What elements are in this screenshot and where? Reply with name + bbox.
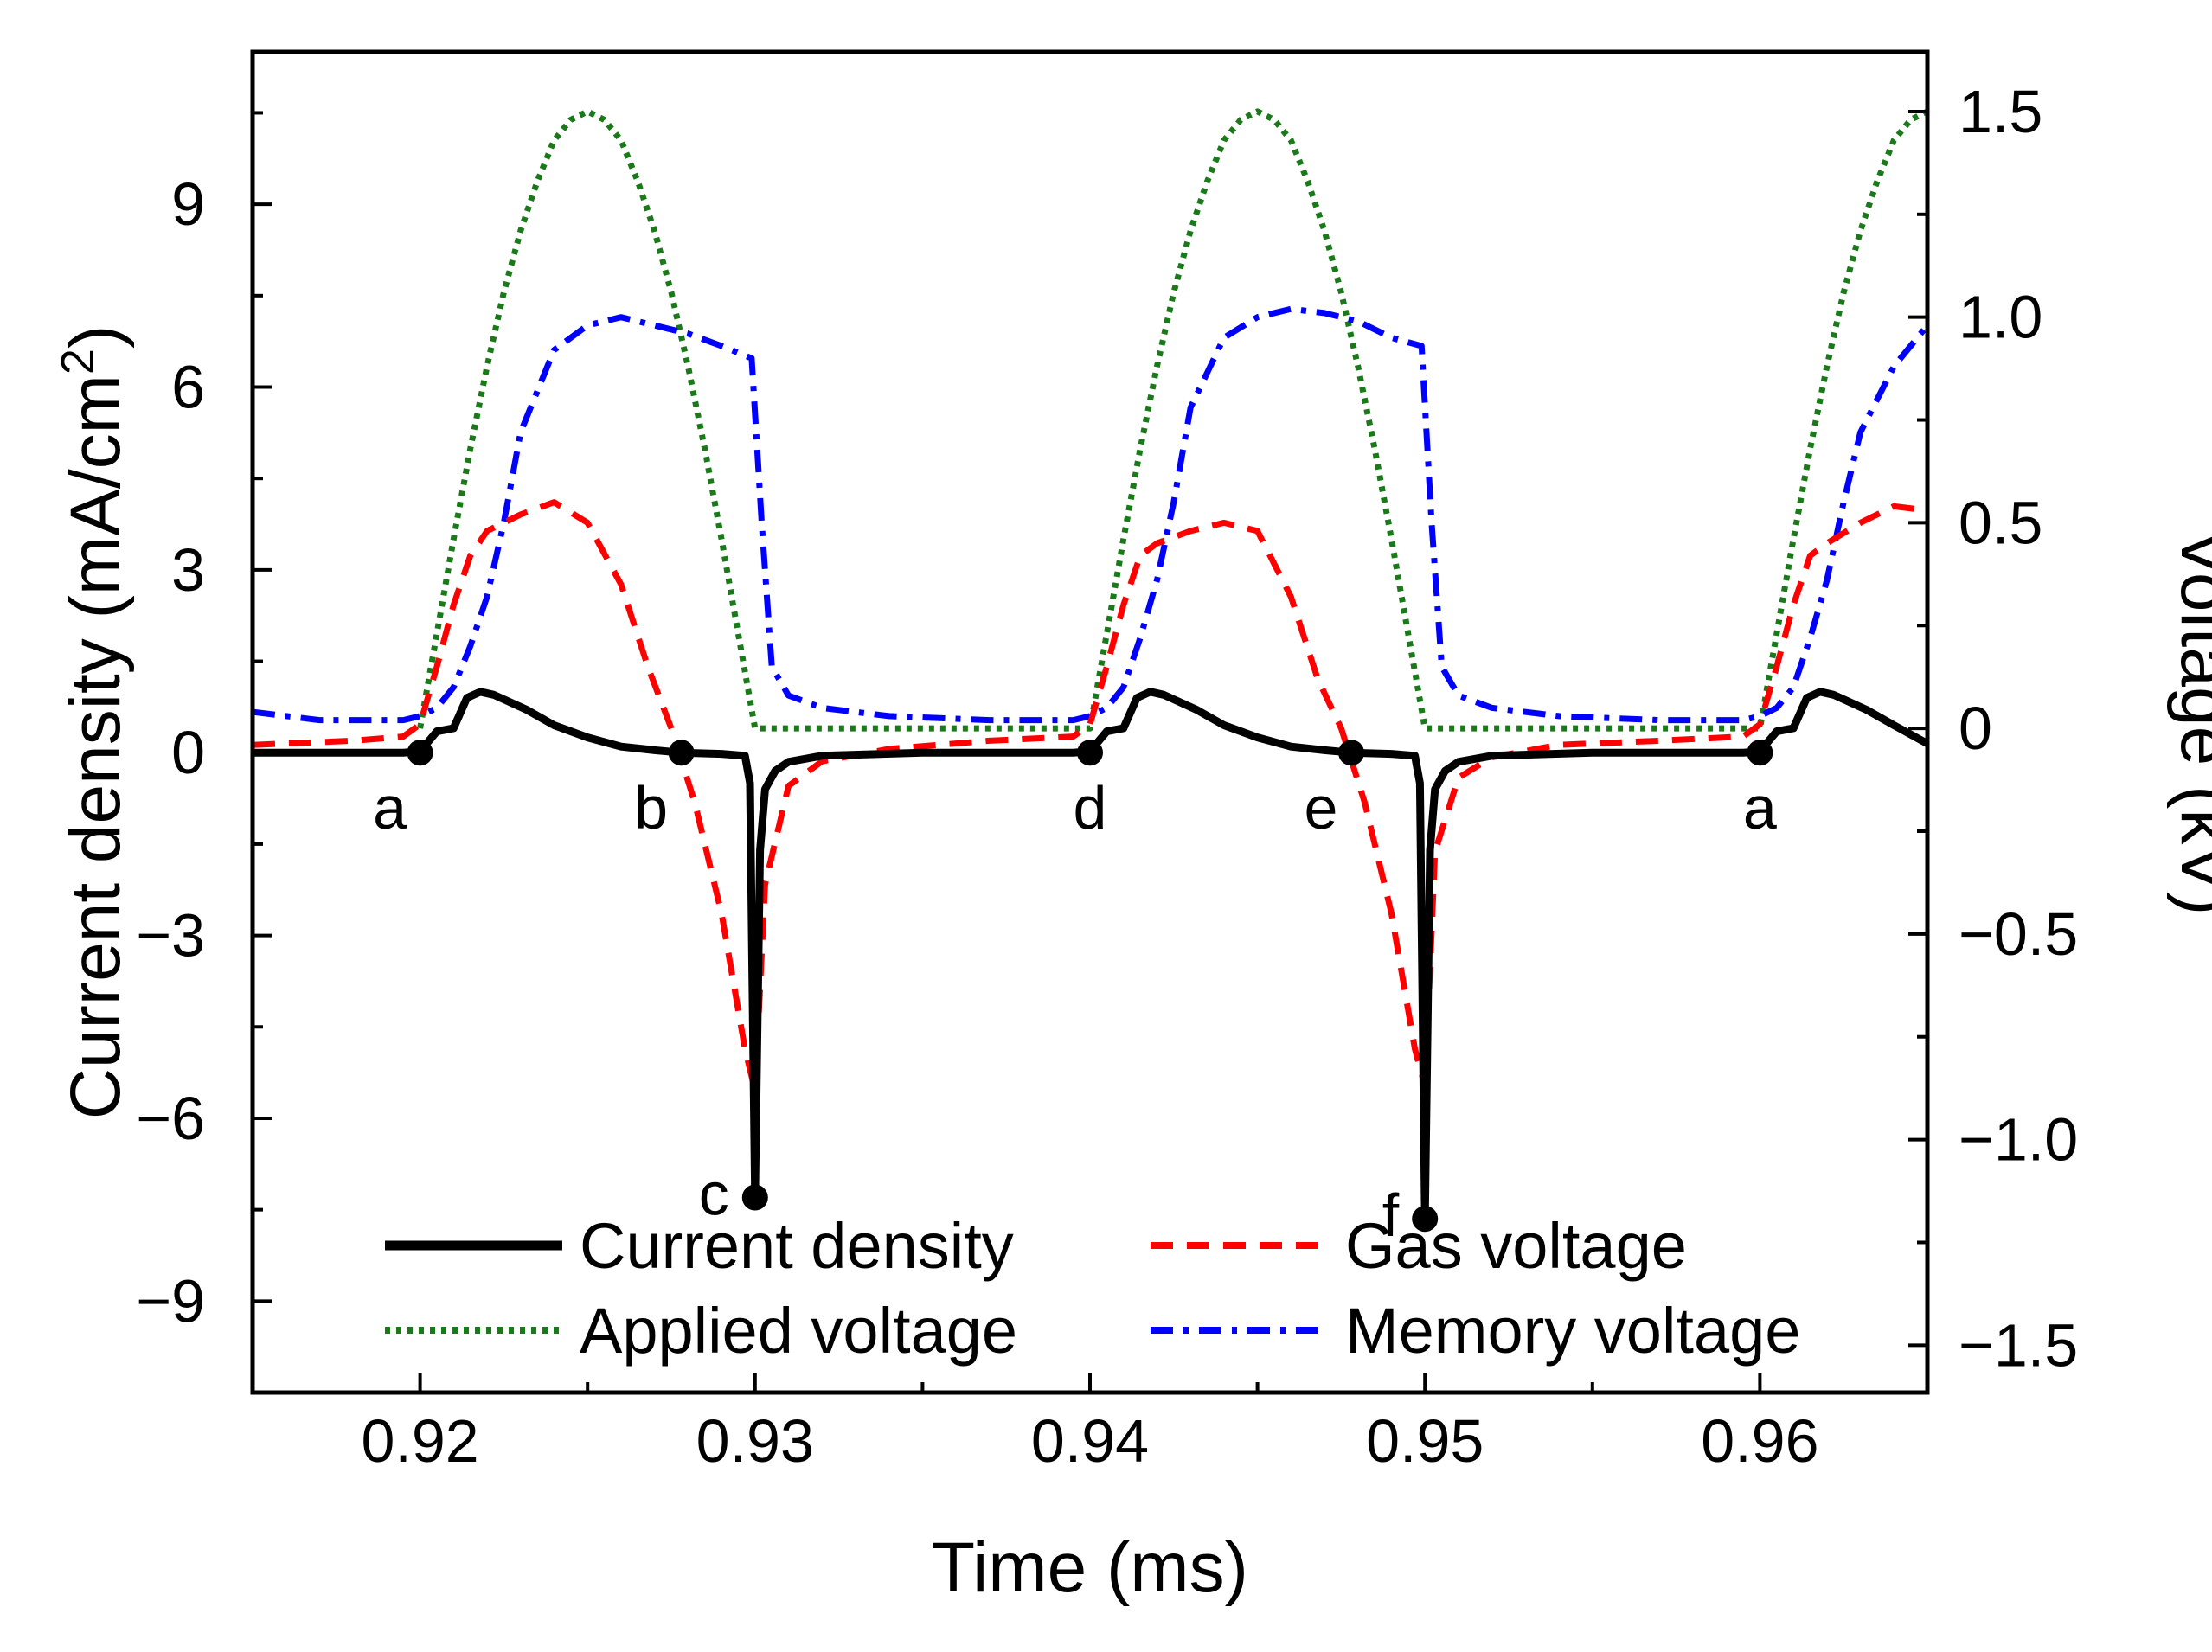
legend-label-gas-voltage: Gas voltage xyxy=(1345,1210,1687,1282)
y-left-tick-label: −3 xyxy=(136,902,205,970)
x-tick-label: 0.93 xyxy=(696,1407,814,1475)
point-label-a: a xyxy=(373,774,407,842)
point-marker-a xyxy=(407,740,433,766)
series-layer xyxy=(253,108,1927,1220)
y-left-tick-label: 6 xyxy=(171,354,205,421)
point-label-b: b xyxy=(634,774,668,842)
y-right-tick-label: −0.5 xyxy=(1959,900,2078,968)
point-marker-f xyxy=(1412,1206,1439,1233)
series-memory-voltage xyxy=(253,305,1927,724)
legend-label-current-density: Current density xyxy=(580,1210,1014,1282)
y-left-tick-label: 3 xyxy=(171,536,205,604)
point-marker-a xyxy=(1747,740,1773,766)
point-marker-e xyxy=(1338,740,1365,766)
point-marker-d xyxy=(1077,740,1103,766)
ticks-layer: 0.92 0.93 0.94 0.95 0.96 9 6 3 0 −3 −6 −9 1.5 1.0 0.5 0… xyxy=(136,78,2078,1475)
y-right-tick-label: 0 xyxy=(1959,695,1992,762)
y-right-axis-title: Voltage (kV) xyxy=(2166,529,2212,916)
y-left-tick-label: 0 xyxy=(171,719,205,786)
x-axis-title: Time (ms) xyxy=(932,1528,1248,1607)
legend: Current density Gas voltage Applied volt… xyxy=(385,1210,1800,1367)
y-right-tick-label: −1.0 xyxy=(1959,1106,2078,1174)
y-left-title-close: ) xyxy=(56,325,135,349)
point-marker-b xyxy=(668,740,695,766)
y-left-tick-label: −6 xyxy=(136,1085,205,1152)
y-left-tick-label: −9 xyxy=(136,1267,205,1335)
series-applied-voltage xyxy=(417,108,1927,732)
point-label-f: f xyxy=(1382,1181,1400,1249)
y-left-title-main: Current density (mA/cm xyxy=(56,375,135,1119)
point-label-a: a xyxy=(1743,774,1777,842)
x-tick-label: 0.96 xyxy=(1701,1407,1818,1475)
x-tick-label: 0.94 xyxy=(1031,1407,1149,1475)
series-gas-voltage xyxy=(253,499,1927,1093)
point-label-d: d xyxy=(1074,774,1107,842)
x-tick-label: 0.92 xyxy=(361,1407,478,1475)
y-right-tick-label: 1.5 xyxy=(1959,78,2042,145)
y-left-axis-title: Current density (mA/cm2) xyxy=(52,325,135,1120)
x-tick-label: 0.95 xyxy=(1366,1407,1484,1475)
y-right-tick-label: −1.5 xyxy=(1959,1311,2078,1379)
y-left-title-sup: 2 xyxy=(52,349,104,375)
points-layer: a b c d e f a xyxy=(373,740,1777,1249)
point-marker-c xyxy=(741,1184,768,1211)
y-right-tick-label: 1.0 xyxy=(1959,284,2042,351)
legend-label-memory-voltage: Memory voltage xyxy=(1345,1295,1800,1367)
y-left-tick-label: 9 xyxy=(171,170,205,238)
point-label-e: e xyxy=(1305,774,1338,842)
y-right-tick-label: 0.5 xyxy=(1959,489,2042,556)
point-label-c: c xyxy=(699,1161,729,1228)
legend-label-applied-voltage: Applied voltage xyxy=(580,1295,1017,1367)
series-current-density xyxy=(253,688,1927,1220)
